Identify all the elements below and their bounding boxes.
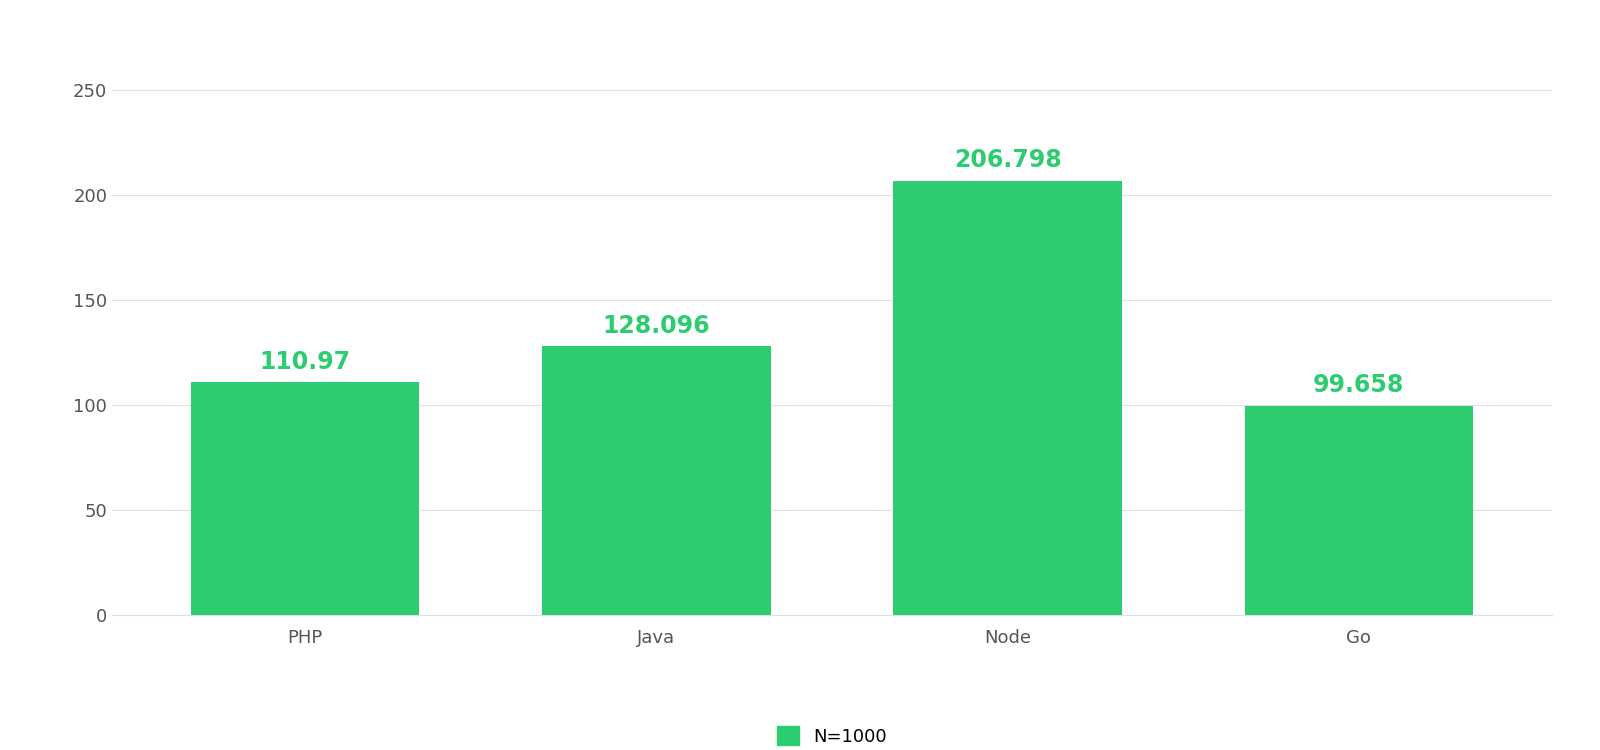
Bar [893,181,1122,615]
Text: 128.096: 128.096 [603,314,710,338]
Bar [1245,406,1474,615]
Text: 206.798: 206.798 [954,148,1061,172]
Legend: N=1000: N=1000 [770,719,894,750]
Text: 110.97: 110.97 [259,350,350,374]
Bar [542,346,771,615]
Text: 99.658: 99.658 [1314,374,1405,398]
Bar [190,382,419,615]
